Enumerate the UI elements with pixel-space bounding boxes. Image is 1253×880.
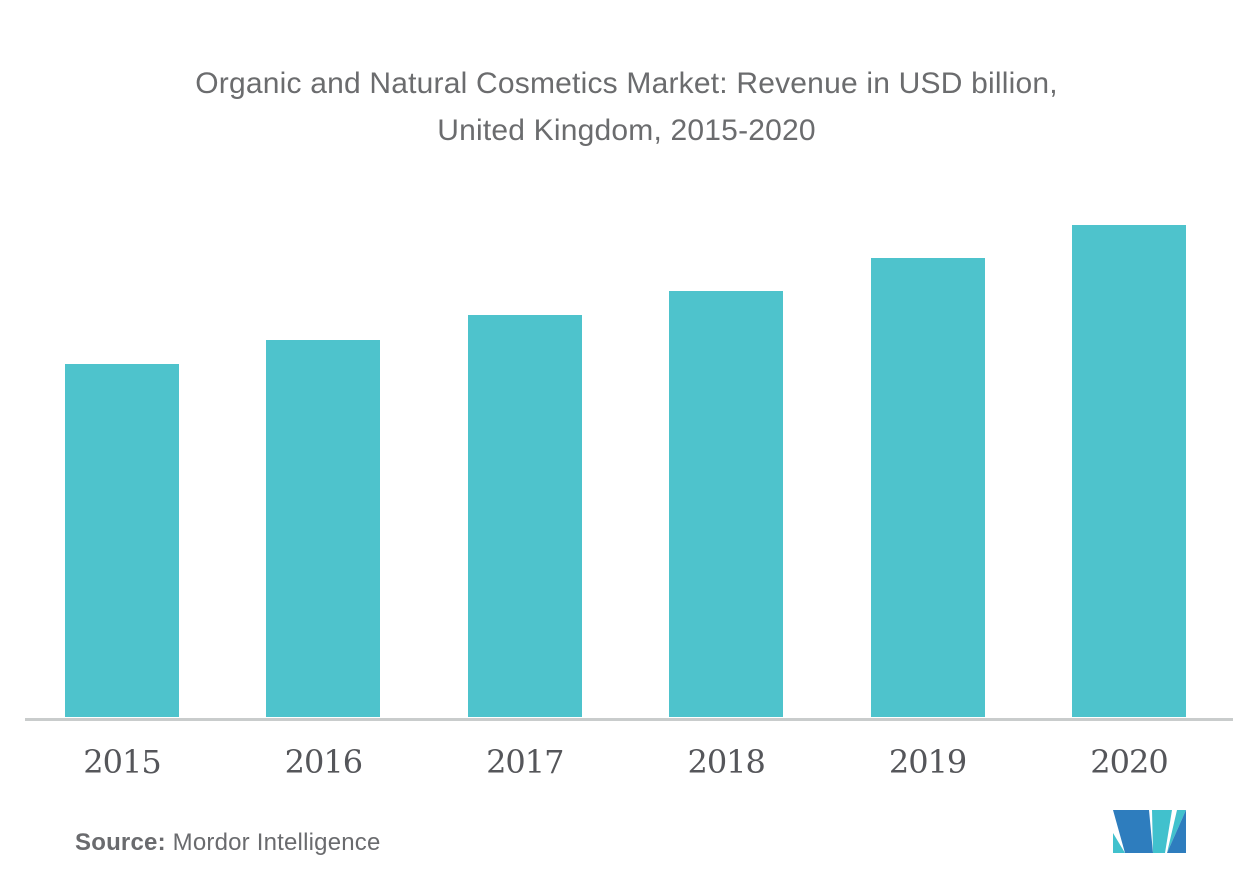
- logo-left-stroke: [1113, 810, 1153, 853]
- bar-2016: [266, 339, 381, 717]
- x-tick-label-2015: 2015: [83, 743, 161, 781]
- source-note: Source: Mordor Intelligence: [75, 829, 381, 857]
- logo-corner-triangle: [1113, 833, 1125, 853]
- bar-2015: [65, 364, 179, 717]
- chart-title-line-2: United Kingdom, 2015-2020: [437, 114, 816, 147]
- x-axis-line: [25, 718, 1233, 721]
- chart-title-line-1: Organic and Natural Cosmetics Market: Re…: [195, 67, 1058, 100]
- source-label: Source:: [75, 829, 166, 856]
- logo-right-blue-triangle: [1167, 810, 1186, 853]
- bar-2019: [870, 257, 985, 717]
- x-tick-label-2019: 2019: [888, 743, 967, 781]
- bar-2017: [467, 315, 582, 717]
- x-tick-label-2017: 2017: [486, 743, 564, 781]
- x-tick-label-2020: 2020: [1090, 743, 1168, 781]
- chart-title: Organic and Natural Cosmetics Market: Re…: [0, 60, 1253, 154]
- mordor-intelligence-logo-icon: [1113, 810, 1186, 853]
- x-tick-label-2018: 2018: [687, 743, 765, 781]
- logo-middle-stroke: [1152, 810, 1172, 853]
- plot-area: [25, 0, 1233, 717]
- bar-2018: [669, 290, 784, 717]
- source-name: Mordor Intelligence: [165, 829, 381, 856]
- bar-2020: [1071, 225, 1186, 717]
- x-tick-label-2016: 2016: [284, 743, 363, 781]
- x-axis-labels: 2015 2016 2017 2018 2019 2020: [25, 740, 1233, 784]
